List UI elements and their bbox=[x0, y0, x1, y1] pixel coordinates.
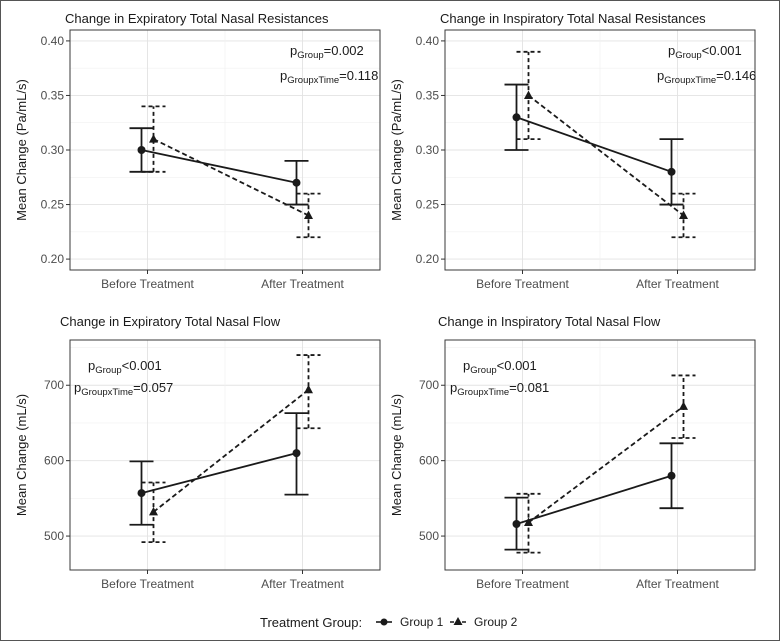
chart-panel-2: Change in Inspiratory Total Nasal Resist… bbox=[389, 11, 756, 291]
series-1 bbox=[504, 442, 684, 551]
y-tick-label: 500 bbox=[419, 529, 439, 543]
y-tick-label: 0.40 bbox=[416, 34, 440, 48]
series-1 bbox=[129, 127, 309, 206]
y-axis-label: Mean Change (mL/s) bbox=[389, 394, 404, 516]
chart-panel-4: Change in Inspiratory Total Nasal Flow 50… bbox=[389, 314, 756, 591]
x-tick-label: Before Treatment bbox=[101, 277, 194, 291]
y-tick-label: 0.25 bbox=[41, 198, 65, 212]
panel-title: Change in Inspiratory Total Nasal Resist… bbox=[440, 11, 706, 26]
p-value-annotation: pGroupxTime=0.081 bbox=[450, 380, 549, 398]
grid bbox=[70, 30, 380, 270]
legend-item-1: Group 1 bbox=[376, 615, 444, 629]
x-tick-label: Before Treatment bbox=[101, 577, 194, 591]
p-value-annotation: pGroup<0.001 bbox=[668, 43, 742, 61]
y-tick-label: 0.30 bbox=[41, 143, 65, 157]
legend-title: Treatment Group: bbox=[260, 615, 362, 630]
p-value-annotation: pGroupxTime=0.057 bbox=[74, 380, 173, 398]
data-point-triangle bbox=[304, 210, 313, 219]
x-tick-label: Before Treatment bbox=[476, 277, 569, 291]
x-tick-label: After Treatment bbox=[261, 277, 344, 291]
data-point-triangle bbox=[524, 517, 533, 526]
panels: Change in Expiratory Total Nasal Resista… bbox=[14, 11, 756, 591]
y-tick-label: 0.20 bbox=[41, 252, 65, 266]
series-line bbox=[527, 94, 685, 217]
panel-border bbox=[444, 339, 756, 571]
p-value-annotation: pGroup<0.001 bbox=[88, 358, 162, 376]
panel-title: Change in Expiratory Total Nasal Flow bbox=[60, 314, 281, 329]
data-point-triangle bbox=[679, 210, 688, 219]
legend-label: Group 1 bbox=[400, 615, 444, 629]
y-axis-label: Mean Change (mL/s) bbox=[14, 394, 29, 516]
x-tick-label: After Treatment bbox=[261, 577, 344, 591]
legend-circle-marker bbox=[380, 618, 388, 626]
y-tick-label: 0.40 bbox=[41, 34, 65, 48]
x-tick-label: After Treatment bbox=[636, 277, 719, 291]
y-tick-label: 600 bbox=[44, 454, 64, 468]
y-tick-label: 0.20 bbox=[416, 252, 440, 266]
error-bar bbox=[141, 105, 166, 173]
panel-title: Change in Expiratory Total Nasal Resista… bbox=[65, 11, 329, 26]
data-point-circle bbox=[292, 178, 301, 187]
series-line bbox=[141, 452, 297, 494]
series-2 bbox=[516, 50, 696, 239]
series-1 bbox=[504, 83, 684, 206]
series-line bbox=[153, 138, 309, 217]
x-tick-label: After Treatment bbox=[636, 577, 719, 591]
y-axis-label: Mean Change (Pa/mL/s) bbox=[389, 79, 404, 221]
y-tick-label: 700 bbox=[44, 378, 64, 392]
p-value-annotation: pGroup=0.002 bbox=[290, 43, 364, 61]
series-2 bbox=[141, 354, 321, 543]
data-point-circle bbox=[137, 146, 146, 154]
grid bbox=[70, 340, 380, 570]
series-2 bbox=[516, 374, 696, 554]
panel-border bbox=[69, 339, 381, 571]
y-tick-label: 0.25 bbox=[416, 198, 440, 212]
series-line bbox=[141, 149, 297, 184]
series-line bbox=[527, 405, 685, 524]
series-2 bbox=[141, 105, 321, 239]
p-value-annotation: pGroupxTime=0.146 bbox=[657, 68, 756, 86]
data-point-circle bbox=[292, 449, 301, 458]
data-point-triangle bbox=[149, 506, 158, 516]
data-point-circle bbox=[512, 113, 521, 122]
chart-panel-3: Change in Expiratory Total Nasal Flow 500… bbox=[14, 314, 381, 591]
y-tick-label: 0.30 bbox=[416, 143, 440, 157]
data-point-circle bbox=[137, 489, 146, 498]
data-point-triangle bbox=[524, 90, 533, 99]
data-point-triangle bbox=[149, 134, 158, 143]
series-line bbox=[152, 389, 310, 513]
series-line bbox=[516, 474, 672, 525]
p-value-annotation: pGroup<0.001 bbox=[463, 358, 537, 376]
x-tick-label: Before Treatment bbox=[476, 577, 569, 591]
y-axis-label: Mean Change (Pa/mL/s) bbox=[14, 79, 29, 221]
legend: Treatment Group: Group 1 Group 2 bbox=[260, 615, 518, 630]
y-tick-label: 0.35 bbox=[416, 88, 440, 102]
legend-item-2: Group 2 bbox=[450, 615, 518, 629]
series-line bbox=[516, 116, 672, 173]
y-tick-label: 600 bbox=[419, 454, 439, 468]
legend-label: Group 2 bbox=[474, 615, 518, 629]
data-point-circle bbox=[512, 520, 521, 528]
legend-triangle-marker bbox=[453, 617, 463, 625]
chart-panel-1: Change in Expiratory Total Nasal Resista… bbox=[14, 11, 381, 291]
p-value-annotation: pGroupxTime=0.118 bbox=[280, 68, 378, 86]
data-point-circle bbox=[667, 167, 676, 176]
data-point-triangle bbox=[679, 401, 688, 410]
y-tick-label: 0.35 bbox=[41, 88, 65, 102]
y-tick-label: 500 bbox=[44, 529, 64, 543]
panel-title: Change in Inspiratory Total Nasal Flow bbox=[438, 314, 661, 329]
series-1 bbox=[129, 412, 309, 526]
y-tick-label: 700 bbox=[419, 378, 439, 392]
data-point-circle bbox=[667, 471, 676, 480]
data-point-triangle bbox=[304, 384, 313, 394]
